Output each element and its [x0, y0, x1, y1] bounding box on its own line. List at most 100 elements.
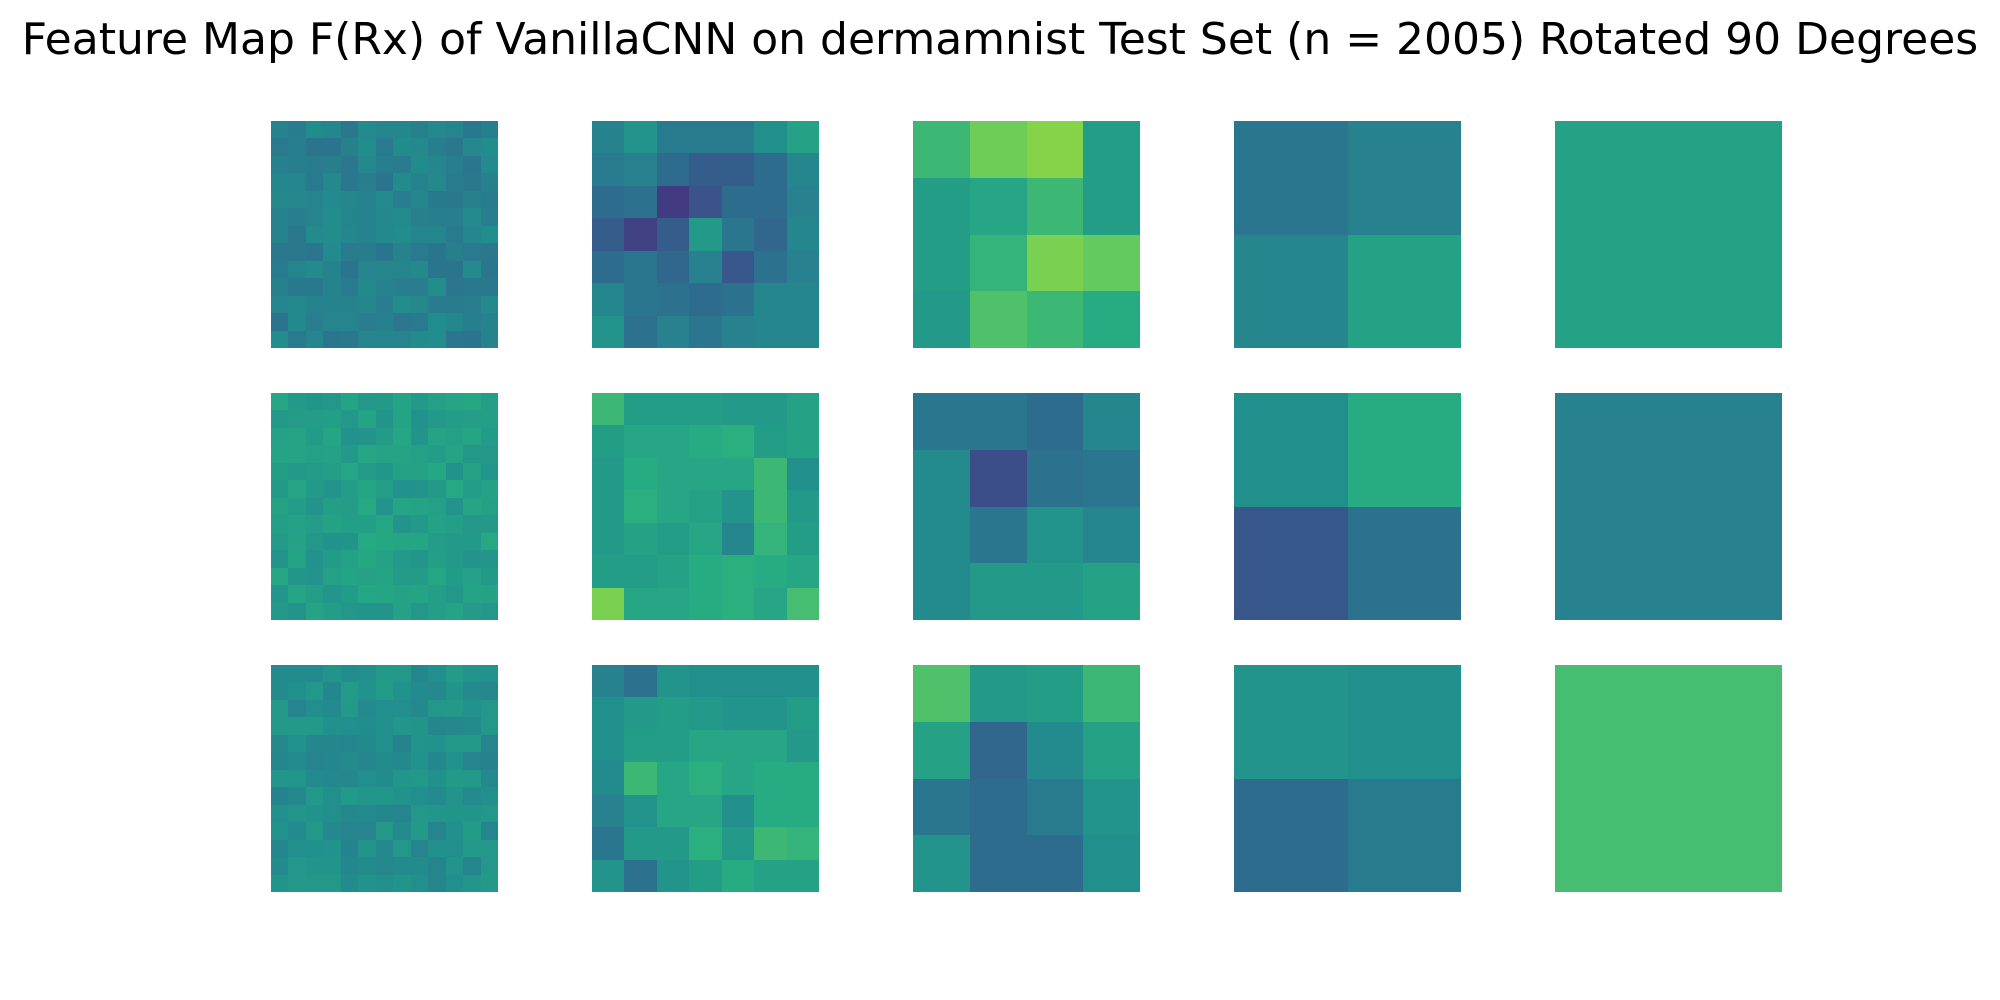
- heatmap-cell: [481, 515, 498, 533]
- heatmap-cell: [376, 243, 393, 261]
- heatmap-cell: [288, 410, 306, 428]
- heatmap-cell: [689, 393, 722, 425]
- heatmap-cell: [306, 261, 323, 278]
- heatmap-cell: [446, 568, 463, 585]
- heatmap-cell: [428, 261, 446, 278]
- heatmap-cell: [592, 730, 624, 762]
- heatmap-cell: [376, 515, 393, 533]
- heatmap-cell: [376, 735, 393, 752]
- heatmap-cell: [913, 835, 970, 892]
- heatmap-cell: [393, 585, 411, 603]
- heatmap-cell: [341, 533, 358, 550]
- heatmap-cell: [1348, 779, 1461, 892]
- heatmap-cell: [376, 550, 393, 568]
- heatmap-cell: [393, 822, 411, 840]
- heatmap-cell: [722, 425, 754, 458]
- heatmap-cell: [411, 533, 428, 550]
- heatmap-cell: [689, 860, 722, 892]
- heatmap-cell: [446, 445, 463, 463]
- heatmap-cell: [463, 138, 481, 156]
- heatmap-cell: [323, 243, 341, 261]
- heatmap-cell: [463, 805, 481, 822]
- heatmap-cell: [306, 585, 323, 603]
- heatmap-cell: [722, 697, 754, 730]
- heatmap-cell: [428, 568, 446, 585]
- heatmap-cell: [481, 191, 498, 208]
- heatmap-cell: [411, 393, 428, 410]
- heatmap-cell: [271, 533, 288, 550]
- heatmap-cell: [323, 717, 341, 735]
- heatmap-cell: [376, 410, 393, 428]
- heatmap-cell: [446, 156, 463, 173]
- heatmap-cell: [592, 283, 624, 316]
- heatmap-cell: [271, 857, 288, 875]
- heatmap-cell: [428, 173, 446, 191]
- heatmap-cell: [1083, 779, 1140, 835]
- heatmap-cell: [306, 875, 323, 892]
- heatmap-cell: [411, 585, 428, 603]
- heatmap-cell: [787, 860, 819, 892]
- heatmap-cell: [1555, 121, 1782, 348]
- heatmap-cell: [481, 138, 498, 156]
- heatmap-cell: [481, 805, 498, 822]
- heatmap-cell: [376, 665, 393, 682]
- heatmap-cell: [624, 458, 657, 490]
- heatmap-cell: [358, 787, 376, 805]
- heatmap-cell: [657, 316, 689, 348]
- heatmap-cell: [376, 463, 393, 480]
- heatmap-cell: [624, 523, 657, 555]
- heatmap-cell: [624, 730, 657, 762]
- heatmap-cell: [428, 296, 446, 313]
- heatmap-cell: [481, 787, 498, 805]
- heatmap-cell: [428, 480, 446, 498]
- heatmap-cell: [323, 603, 341, 620]
- heatmap-cell: [428, 875, 446, 892]
- heatmap-cell: [1083, 393, 1140, 450]
- heatmap-cell: [393, 208, 411, 226]
- heatmap-cell: [481, 770, 498, 787]
- heatmap-cell: [411, 243, 428, 261]
- heatmap-cell: [592, 762, 624, 795]
- heatmap-cell: [306, 822, 323, 840]
- heatmap-cell: [657, 665, 689, 697]
- heatmap-cell: [722, 251, 754, 283]
- heatmap-cell: [393, 717, 411, 735]
- heatmap-cell: [288, 665, 306, 682]
- heatmap-cell: [306, 603, 323, 620]
- heatmap-cell: [970, 291, 1027, 348]
- heatmap-cell: [624, 697, 657, 730]
- heatmap-cell: [393, 191, 411, 208]
- heatmap-cell: [446, 138, 463, 156]
- heatmap-cell: [306, 410, 323, 428]
- heatmap-cell: [376, 787, 393, 805]
- heatmap-cell: [288, 226, 306, 243]
- heatmap-cell: [463, 787, 481, 805]
- heatmap-cell: [463, 226, 481, 243]
- heatmap-cell: [411, 568, 428, 585]
- heatmap-cell: [592, 393, 624, 425]
- heatmap-cell: [787, 827, 819, 860]
- heatmap-cell: [411, 331, 428, 348]
- heatmap-cell: [341, 445, 358, 463]
- heatmap-cell: [358, 156, 376, 173]
- heatmap-cell: [787, 588, 819, 620]
- heatmap-cell: [754, 665, 787, 697]
- heatmap-cell: [341, 463, 358, 480]
- heatmap-cell: [446, 840, 463, 857]
- heatmap-cell: [1083, 235, 1140, 291]
- heatmap-cell: [271, 191, 288, 208]
- heatmap-cell: [428, 393, 446, 410]
- heatmap-cell: [358, 770, 376, 787]
- heatmap-cell: [481, 480, 498, 498]
- heatmap-cell: [463, 173, 481, 191]
- heatmap-cell: [341, 875, 358, 892]
- heatmap-cell: [970, 235, 1027, 291]
- heatmap-cell: [358, 208, 376, 226]
- heatmap-cell: [913, 121, 970, 178]
- heatmap-cell: [271, 480, 288, 498]
- heatmap-cell: [592, 153, 624, 186]
- heatmap-cell: [358, 243, 376, 261]
- heatmap-cell: [288, 428, 306, 445]
- heatmap-cell: [271, 603, 288, 620]
- heatmap-cell: [913, 291, 970, 348]
